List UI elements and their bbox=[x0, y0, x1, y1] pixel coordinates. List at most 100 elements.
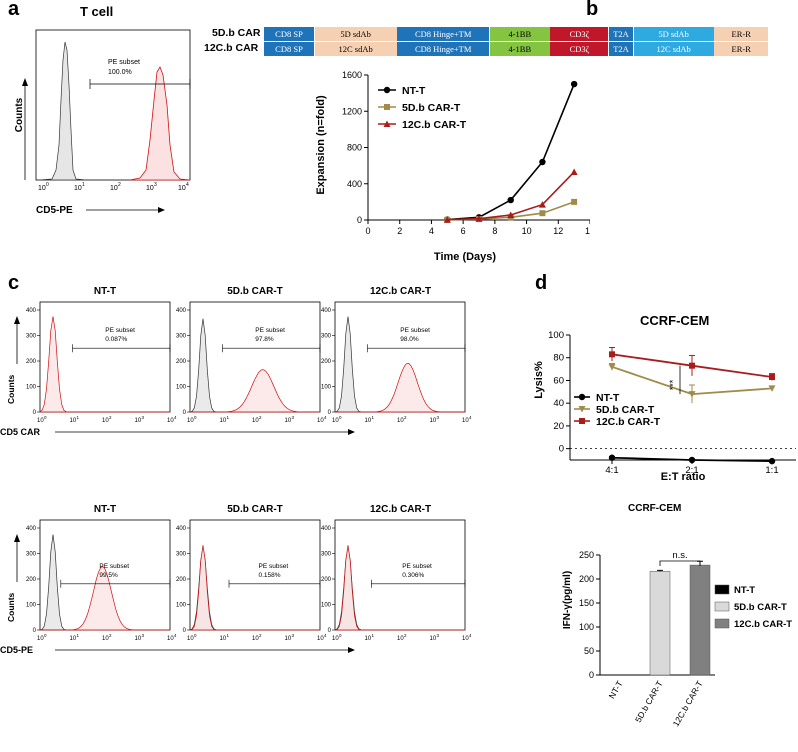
panel-c-peak bbox=[335, 363, 465, 413]
panel-b-point bbox=[570, 80, 578, 88]
panel-c-x-tick-exp: 1 bbox=[372, 633, 375, 638]
panel-d-y-tick: 20 bbox=[553, 421, 564, 432]
panel-d-xlabel: E:T ratio bbox=[661, 471, 706, 483]
panel-c-subplot-title: 5D.b CAR-T bbox=[227, 286, 283, 297]
panel-c-x-tick-exp: 4 bbox=[469, 633, 472, 638]
panel-c-y-tick: 400 bbox=[321, 526, 332, 532]
panel-a-gate-value: 100.0% bbox=[108, 69, 132, 76]
construct-segment: 12C sdAb bbox=[633, 42, 714, 56]
panel-c-gate-label: PE subset bbox=[259, 563, 289, 570]
panel-d-point bbox=[608, 363, 616, 371]
panel-c-x-tick-exp: 0 bbox=[44, 633, 47, 638]
panel-c-ylabel: Counts bbox=[6, 592, 16, 622]
panel-c-y-tick: 0 bbox=[328, 628, 332, 634]
panel-d-y-tick: 0 bbox=[559, 444, 564, 455]
panel-c-x-tick-exp: 2 bbox=[259, 633, 262, 638]
panel-c-x-tick-exp: 2 bbox=[404, 415, 407, 420]
panel-b-x-tick: 10 bbox=[522, 226, 532, 236]
panel-c-gate-value: 0.087% bbox=[105, 336, 127, 343]
panel-c-x-tick: 10 bbox=[70, 636, 77, 642]
panel-b-legend-label: NT-T bbox=[402, 85, 426, 97]
panel-c-x-tick-exp: 3 bbox=[437, 415, 440, 420]
panel-a-y-arrow bbox=[22, 78, 28, 86]
panel-c-y-tick: 300 bbox=[26, 334, 37, 340]
panel-b-point bbox=[538, 201, 546, 208]
panel-d-x-tick: 4:1 bbox=[605, 465, 618, 476]
construct-segment: 5D sdAb bbox=[314, 27, 397, 41]
panel-c-x-tick: 10 bbox=[430, 636, 437, 642]
panel-a-x-arrow bbox=[158, 207, 165, 213]
panel-c-x-tick-exp: 4 bbox=[174, 415, 177, 420]
panel-c-y-tick: 300 bbox=[176, 334, 187, 340]
panel-c-x-arrow bbox=[348, 429, 355, 435]
panel-c-xlabel: CD5 CAR bbox=[0, 427, 41, 437]
panel-d-point bbox=[768, 385, 776, 392]
panel-d-legend-marker bbox=[579, 418, 585, 424]
construct-segment: CD8 SP bbox=[264, 42, 314, 56]
panel-c-x-tick-exp: 4 bbox=[324, 633, 327, 638]
panel-b-x-tick: 12 bbox=[553, 226, 563, 236]
panel-c-y-tick: 0 bbox=[183, 410, 187, 416]
panel-d-ifn-legend-label: 12C.b CAR-T bbox=[734, 619, 792, 630]
panel-d-ifn-legend-swatch bbox=[714, 618, 730, 629]
panel-d-point bbox=[688, 456, 696, 464]
panel-d-point bbox=[769, 374, 775, 381]
panel-c-x-tick: 10 bbox=[365, 418, 372, 424]
panel-c-xlabel-block: CD5-PE bbox=[0, 645, 355, 655]
panel-a-ylabel: Counts bbox=[14, 97, 25, 132]
panel-c-x-tick: 10 bbox=[187, 636, 194, 642]
panel-c-subplot-title: 5D.b CAR-T bbox=[227, 504, 283, 515]
panel-d-y-tick: 40 bbox=[553, 398, 564, 409]
panel-c-x-tick-exp: 0 bbox=[194, 415, 197, 420]
panel-b-y-tick: 800 bbox=[347, 143, 362, 153]
panel-d-legend-label: NT-T bbox=[596, 392, 620, 404]
panel-b-xlabel: Time (Days) bbox=[434, 251, 496, 263]
panel-c-y-tick: 100 bbox=[321, 603, 332, 609]
panel-c-y-tick: 400 bbox=[26, 308, 37, 314]
panel-c-x-tick: 10 bbox=[252, 636, 259, 642]
panel-c-x-tick: 10 bbox=[37, 636, 44, 642]
panel-b-x-tick: 6 bbox=[461, 226, 466, 236]
panel-b-y-tick: 1600 bbox=[342, 70, 362, 80]
panel-c-x-tick: 10 bbox=[285, 636, 292, 642]
construct-segment: CD8 SP bbox=[264, 27, 314, 41]
panel-c-gate-label: PE subset bbox=[402, 563, 432, 570]
panel-b-y-tick: 0 bbox=[357, 215, 362, 225]
panel-c-y-tick: 200 bbox=[26, 359, 37, 365]
panel-c-x-tick: 10 bbox=[167, 636, 174, 642]
panel-d-title: CCRF-CEM bbox=[640, 313, 710, 328]
panel-c-y-arrow bbox=[14, 534, 20, 542]
panel-c-x-tick-exp: 4 bbox=[174, 633, 177, 638]
svg-text:1: 1 bbox=[82, 182, 85, 188]
panel-c-y-tick: 200 bbox=[321, 577, 332, 583]
construct-segment: T2A bbox=[609, 42, 633, 56]
panel-c-y-tick: 300 bbox=[321, 334, 332, 340]
panel-d-ifn-y-tick: 250 bbox=[579, 550, 594, 560]
panel-c-y-tick: 100 bbox=[26, 385, 37, 391]
panel-c-x-tick: 10 bbox=[317, 636, 324, 642]
panel-c-x-tick: 10 bbox=[102, 418, 109, 424]
panel-c-x-tick-exp: 3 bbox=[292, 633, 295, 638]
panel-c-x-tick: 10 bbox=[430, 418, 437, 424]
svg-text:10: 10 bbox=[146, 185, 154, 192]
panel-b-legend-label: 12C.b CAR-T bbox=[402, 119, 467, 131]
panel-letter-c: c bbox=[8, 272, 20, 294]
panel-c-y-tick: 100 bbox=[321, 385, 332, 391]
svg-text:4: 4 bbox=[186, 182, 189, 188]
panel-d-bar-title: CCRF-CEM bbox=[628, 503, 682, 514]
panel-c-x-tick-exp: 0 bbox=[44, 415, 47, 420]
panel-d-legend-label: 5D.b CAR-T bbox=[596, 404, 655, 416]
panel-d-ifn-bar bbox=[689, 564, 711, 676]
panel-d-x-tick: 1:1 bbox=[765, 465, 778, 476]
panel-b-x-tick: 8 bbox=[492, 226, 497, 236]
panel-c-y-tick: 0 bbox=[33, 410, 37, 416]
panel-d-point bbox=[689, 362, 695, 369]
panel-a-control-peak bbox=[39, 41, 87, 181]
panel-d-ifn-legend: NT-T 5D.b CAR-T 12C.b CAR-T bbox=[714, 584, 792, 630]
panel-d-ifn-y-tick: 150 bbox=[579, 598, 594, 608]
panel-c-y-tick: 400 bbox=[176, 308, 187, 314]
construct-segment: CD3ζ bbox=[550, 42, 609, 56]
